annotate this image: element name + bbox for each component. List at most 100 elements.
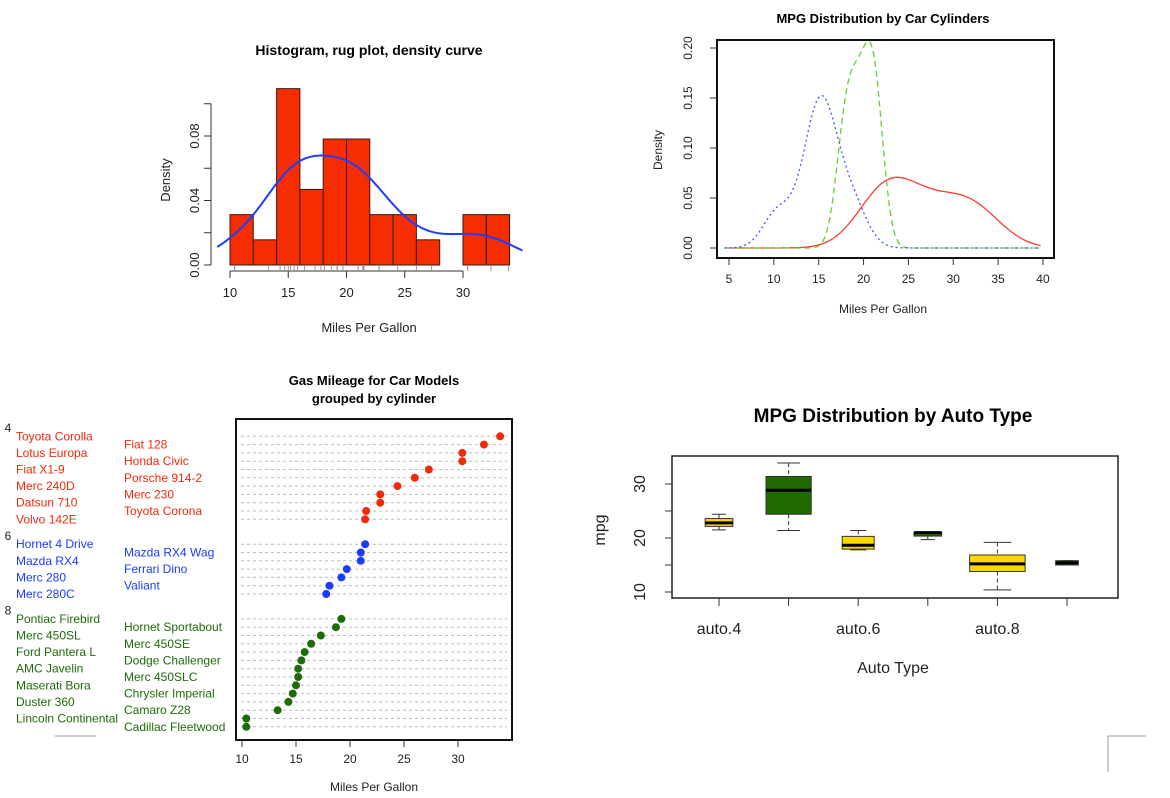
data-point bbox=[242, 722, 251, 731]
histogram-bar bbox=[299, 188, 324, 266]
density-line-dotted bbox=[724, 94, 1041, 249]
data-point bbox=[294, 673, 303, 681]
car-model-label: Porsche 914-2 bbox=[124, 471, 202, 485]
plot-frame bbox=[716, 39, 1055, 259]
data-point bbox=[458, 448, 467, 457]
x-tick-label: 20 bbox=[343, 752, 357, 766]
data-point bbox=[361, 515, 370, 524]
car-model-label: Toyota Corolla bbox=[16, 429, 93, 443]
y-axis-label: mpg bbox=[592, 514, 609, 545]
car-model-label: Merc 230 bbox=[124, 487, 174, 501]
y-tick-label: 0.20 bbox=[681, 36, 695, 60]
x-tick-label: auto.8 bbox=[975, 621, 1020, 638]
car-model-label: Ford Pantera L bbox=[16, 645, 96, 659]
boxplot-panel: MPG Distribution by Auto Type 10 20 30 auto.… bbox=[592, 406, 1119, 677]
car-model-label: Pontiac Firebird bbox=[16, 612, 100, 626]
car-model-label: Valiant bbox=[124, 579, 160, 593]
data-point bbox=[337, 614, 346, 623]
data-point bbox=[361, 540, 370, 549]
density-line-dashed bbox=[724, 40, 1041, 249]
x-tick-label: 15 bbox=[281, 285, 295, 300]
y-axis-label: Density bbox=[651, 130, 665, 170]
y-tick-label: 20 bbox=[632, 529, 649, 547]
x-tick-label: 30 bbox=[451, 752, 465, 766]
data-point bbox=[292, 681, 300, 690]
data-point bbox=[458, 457, 467, 466]
x-tick-label: 20 bbox=[339, 285, 353, 300]
y-tick-label: 0.15 bbox=[681, 86, 695, 110]
car-model-label: Volvo 142E bbox=[16, 512, 77, 526]
data-point bbox=[376, 490, 385, 499]
box bbox=[841, 535, 875, 550]
data-point bbox=[376, 498, 385, 507]
histogram-bar bbox=[229, 214, 254, 266]
car-model-label: Hornet 4 Drive bbox=[16, 537, 94, 551]
data-point bbox=[325, 581, 334, 590]
y-tick-label: 10 bbox=[632, 583, 649, 601]
chart-title: MPG Distribution by Auto Type bbox=[754, 406, 1033, 427]
x-axis-label: Miles Per Gallon bbox=[839, 302, 927, 316]
car-model-label: Hornet Sportabout bbox=[124, 620, 223, 634]
x-tick-label: 20 bbox=[857, 272, 871, 286]
data-point bbox=[356, 548, 365, 557]
car-model-label: Toyota Corona bbox=[124, 504, 202, 518]
y-axis-label: Density bbox=[158, 158, 173, 202]
car-model-label: Camaro Z28 bbox=[124, 703, 191, 717]
box bbox=[765, 475, 812, 515]
y-tick-label: 0.10 bbox=[681, 136, 695, 160]
car-model-label: Merc 280C bbox=[16, 587, 75, 601]
car-model-label: Ferrari Dino bbox=[124, 562, 188, 576]
data-point bbox=[297, 656, 306, 665]
y-tick-label: 0.00 bbox=[681, 236, 695, 260]
x-tick-label: 15 bbox=[812, 272, 826, 286]
data-point bbox=[424, 465, 433, 474]
histogram-bar bbox=[346, 138, 371, 266]
data-point bbox=[496, 432, 505, 441]
car-model-label: Duster 360 bbox=[16, 695, 75, 709]
data-point bbox=[322, 590, 331, 598]
histogram-bar bbox=[415, 239, 441, 266]
car-model-label: Merc 450SLC bbox=[124, 670, 198, 684]
histogram-panel: Histogram, rug plot, density curve 0.00 0.… bbox=[158, 42, 523, 335]
histogram-bar bbox=[369, 214, 394, 266]
y-tick-label: 0.08 bbox=[187, 123, 202, 148]
data-point bbox=[288, 689, 297, 698]
data-point bbox=[356, 556, 365, 565]
data-point bbox=[316, 631, 325, 640]
x-tick-label: 5 bbox=[726, 272, 733, 286]
y-tick-label: 0.00 bbox=[187, 252, 202, 277]
histogram-bar bbox=[462, 214, 487, 266]
x-tick-label: 10 bbox=[767, 272, 781, 286]
x-tick-label: 25 bbox=[902, 272, 916, 286]
x-tick-label: 10 bbox=[223, 285, 237, 300]
histogram-bar bbox=[276, 88, 301, 266]
car-model-label: Mazda RX4 bbox=[16, 554, 79, 568]
chart-title-line-2: grouped by cylinder bbox=[312, 391, 436, 406]
data-point bbox=[300, 648, 309, 657]
group-label: 4 bbox=[5, 421, 12, 435]
chart-title: MPG Distribution by Car Cylinders bbox=[776, 11, 989, 26]
x-tick-label: 25 bbox=[397, 752, 411, 766]
car-model-label: Merc 280 bbox=[16, 570, 66, 584]
histogram-bar bbox=[252, 239, 278, 266]
group-label: 8 bbox=[5, 604, 12, 618]
page-corner-marks bbox=[55, 735, 1146, 772]
x-tick-label: 10 bbox=[235, 752, 249, 766]
y-tick-label: 30 bbox=[632, 475, 649, 493]
car-model-label: Fiat 128 bbox=[124, 438, 168, 452]
data-point bbox=[294, 664, 303, 673]
data-point bbox=[337, 573, 346, 582]
density-line-solid bbox=[724, 176, 1041, 249]
y-tick-label: 0.05 bbox=[681, 186, 695, 210]
data-point bbox=[342, 565, 351, 574]
car-model-label: AMC Javelin bbox=[16, 662, 83, 676]
chart-title: Histogram, rug plot, density curve bbox=[255, 42, 482, 58]
group-label: 6 bbox=[5, 529, 12, 543]
car-model-label: Lotus Europa bbox=[16, 446, 88, 460]
x-tick-label: 30 bbox=[947, 272, 961, 286]
car-model-label: Fiat X1-9 bbox=[16, 463, 65, 477]
car-model-label: Chrysler Imperial bbox=[124, 687, 215, 701]
car-model-label: Datsun 710 bbox=[16, 496, 78, 510]
car-model-label: Maserati Bora bbox=[16, 678, 91, 692]
x-axis-label: Auto Type bbox=[857, 660, 929, 677]
